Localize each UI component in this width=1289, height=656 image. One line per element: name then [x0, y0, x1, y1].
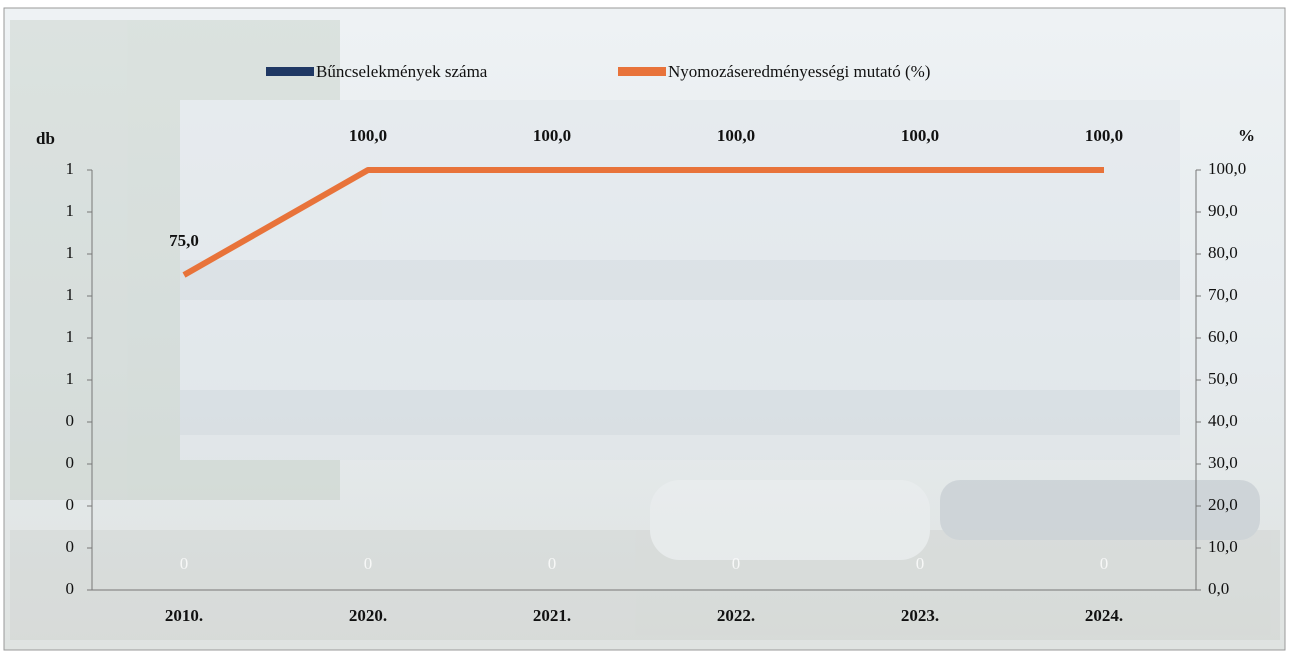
- y-axis-label: db: [36, 129, 55, 148]
- chart: Bűncselekmények száma Nyomozáseredményes…: [0, 0, 1289, 656]
- x-tick-label: 2021.: [533, 606, 571, 625]
- y-tick-label: 0: [66, 495, 75, 514]
- y2-axis-label: %: [1238, 126, 1255, 145]
- x-tick-label: 2024.: [1085, 606, 1123, 625]
- data-label: 0: [1100, 554, 1109, 573]
- x-tick-label: 2010.: [165, 606, 203, 625]
- y2-tick-label: 30,0: [1208, 453, 1238, 472]
- y2-tick-label: 40,0: [1208, 411, 1238, 430]
- legend-label: Bűncselekmények száma: [316, 62, 488, 81]
- data-label: 100,0: [901, 126, 939, 145]
- y-tick-label: 1: [66, 327, 75, 346]
- y-tick-label: 0: [66, 411, 75, 430]
- data-label: 0: [180, 554, 189, 573]
- y2-tick-label: 20,0: [1208, 495, 1238, 514]
- y-tick-label: 1: [66, 201, 75, 220]
- x-tick-label: 2020.: [349, 606, 387, 625]
- y2-tick-label: 80,0: [1208, 243, 1238, 262]
- legend-label: Nyomozáseredményességi mutató (%): [668, 62, 930, 81]
- data-label: 75,0: [169, 231, 199, 250]
- y2-tick-label: 10,0: [1208, 537, 1238, 556]
- y-tick-label: 0: [66, 453, 75, 472]
- legend-swatch: [266, 67, 314, 76]
- y-tick-label: 1: [66, 285, 75, 304]
- y2-tick-label: 70,0: [1208, 285, 1238, 304]
- data-label: 100,0: [717, 126, 755, 145]
- data-label: 100,0: [349, 126, 387, 145]
- y-tick-label: 1: [66, 159, 75, 178]
- data-label: 0: [732, 554, 741, 573]
- y2-tick-label: 50,0: [1208, 369, 1238, 388]
- x-tick-label: 2022.: [717, 606, 755, 625]
- y-tick-label: 1: [66, 369, 75, 388]
- y2-tick-label: 90,0: [1208, 201, 1238, 220]
- page: Bűncselekmények száma Nyomozáseredményes…: [0, 0, 1289, 656]
- y2-tick-label: 60,0: [1208, 327, 1238, 346]
- y-tick-label: 0: [66, 579, 75, 598]
- y2-tick-label: 100,0: [1208, 159, 1246, 178]
- x-tick-label: 2023.: [901, 606, 939, 625]
- y2-tick-label: 0,0: [1208, 579, 1229, 598]
- data-label: 100,0: [533, 126, 571, 145]
- y-tick-label: 0: [66, 537, 75, 556]
- data-label: 0: [548, 554, 557, 573]
- data-label: 100,0: [1085, 126, 1123, 145]
- data-label: 0: [364, 554, 373, 573]
- y-tick-label: 1: [66, 243, 75, 262]
- background-photo: [10, 20, 1280, 640]
- legend-swatch: [618, 67, 666, 76]
- data-label: 0: [916, 554, 925, 573]
